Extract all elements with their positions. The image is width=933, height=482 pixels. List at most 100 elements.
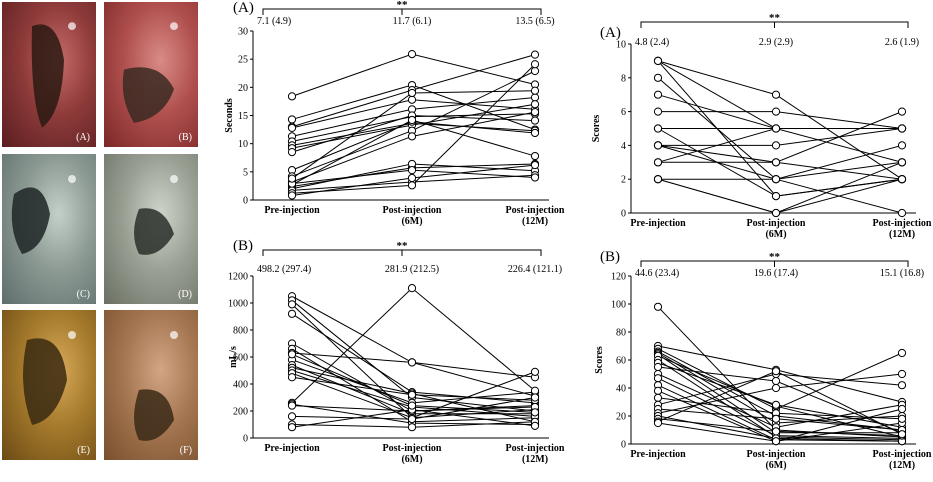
- data-point: [653, 302, 663, 311]
- data-point: [897, 175, 907, 184]
- data-point: [653, 73, 663, 82]
- mean-label: 15.1 (16.8): [880, 268, 924, 279]
- panel-label: (A): [600, 25, 621, 41]
- data-point: [771, 383, 781, 393]
- x-tick-label: (12M): [889, 229, 915, 240]
- mean-label: 11.7 (6.1): [393, 16, 432, 27]
- data-point: [653, 141, 663, 150]
- y-tick-label: 40: [616, 384, 626, 395]
- mean-label: 13.5 (6.5): [515, 16, 554, 27]
- y-tick-label: 120: [611, 272, 626, 283]
- photo-label: (A): [76, 132, 90, 143]
- data-point: [897, 369, 907, 379]
- data-point: [407, 401, 417, 410]
- data-point: [653, 418, 663, 428]
- y-tick-label: 30: [238, 27, 248, 38]
- data-point: [287, 401, 297, 410]
- y-tick-label: 400: [233, 380, 248, 391]
- data-point: [897, 430, 907, 439]
- data-point: [530, 100, 540, 109]
- x-tick-label: (12M): [522, 216, 548, 227]
- data-point: [407, 95, 417, 104]
- photo-label: (B): [178, 132, 192, 143]
- data-point: [530, 116, 540, 125]
- data-point: [771, 141, 781, 150]
- x-tick-label: Post-injection: [873, 218, 932, 229]
- data-point: [407, 115, 417, 125]
- data-point: [287, 148, 297, 157]
- data-point: [530, 173, 540, 182]
- data-point: [407, 173, 417, 183]
- x-tick-label: (6M): [765, 460, 786, 471]
- data-point: [407, 49, 417, 59]
- data-point: [287, 123, 297, 132]
- y-tick-label: 0: [243, 434, 248, 445]
- mean-label: 281.9 (212.5): [385, 264, 439, 275]
- x-tick-label: Post-injection: [747, 449, 806, 460]
- photo-label: (C): [76, 289, 90, 300]
- data-point: [530, 108, 540, 117]
- chart-3: (A) ** 4.8 (2.4) 2.9 (2.9) 2.6 (1.9) 0 2 4 6 8 10 S…: [591, 12, 932, 240]
- data-point: [653, 56, 663, 66]
- y-tick-label: 2: [621, 175, 626, 186]
- data-point: [530, 393, 540, 402]
- y-tick-label: 4: [621, 141, 626, 152]
- data-point: [771, 427, 781, 436]
- panel-label: (B): [600, 249, 620, 265]
- x-tick-label: Post-injection: [506, 443, 565, 454]
- data-point: [530, 160, 540, 170]
- data-point: [653, 374, 663, 383]
- data-point: [653, 107, 663, 116]
- data-point: [653, 158, 663, 167]
- data-point: [407, 132, 417, 141]
- y-tick-label: 20: [616, 412, 626, 423]
- data-point: [530, 128, 540, 138]
- data-point: [287, 373, 297, 382]
- data-point: [407, 166, 417, 175]
- x-tick-label: (12M): [889, 460, 915, 471]
- data-point: [771, 90, 781, 99]
- mean-label: 7.1 (4.9): [257, 16, 291, 27]
- series-line: [658, 128, 903, 146]
- endoscopy-photo-a: (A): [2, 2, 96, 147]
- y-tick-label: 10: [616, 40, 626, 51]
- mean-label: 19.6 (17.4): [754, 268, 798, 279]
- x-tick-label: Pre-injection: [630, 449, 686, 460]
- data-point: [287, 191, 297, 200]
- y-tick-label: 60: [616, 356, 626, 367]
- data-point: [653, 362, 663, 372]
- data-point: [530, 66, 540, 76]
- data-point: [287, 115, 297, 124]
- x-tick-label: Post-injection: [873, 449, 932, 460]
- data-point: [407, 390, 417, 399]
- data-point: [530, 86, 540, 95]
- data-point: [771, 414, 781, 423]
- y-axis-label: Scores: [591, 115, 602, 143]
- y-tick-label: 100: [611, 300, 626, 311]
- mean-label: 4.8 (2.4): [635, 37, 669, 48]
- chart-2: (B) ** 498.2 (297.4) 281.9 (212.5) 226.4 (12…: [228, 238, 565, 465]
- data-point: [287, 92, 297, 101]
- x-tick-label: (6M): [401, 454, 422, 465]
- data-point: [287, 412, 297, 421]
- y-tick-label: 1000: [228, 299, 248, 310]
- photo-label: (D): [178, 289, 192, 300]
- panel-label: (A): [233, 0, 254, 16]
- data-point: [287, 350, 297, 359]
- series-line: [657, 161, 903, 214]
- data-point: [897, 381, 907, 390]
- y-tick-label: 0: [621, 209, 626, 220]
- mean-label: 2.9 (2.9): [759, 37, 793, 48]
- data-point: [771, 175, 781, 184]
- data-point: [653, 386, 663, 395]
- y-axis-label: mL/s: [228, 346, 239, 368]
- data-point: [771, 376, 781, 386]
- data-point: [530, 50, 540, 59]
- data-point: [771, 208, 781, 218]
- data-point: [897, 208, 907, 218]
- data-point: [897, 158, 907, 167]
- x-tick-label: (6M): [401, 216, 422, 227]
- x-tick-label: Pre-injection: [264, 205, 320, 216]
- data-point: [530, 151, 540, 161]
